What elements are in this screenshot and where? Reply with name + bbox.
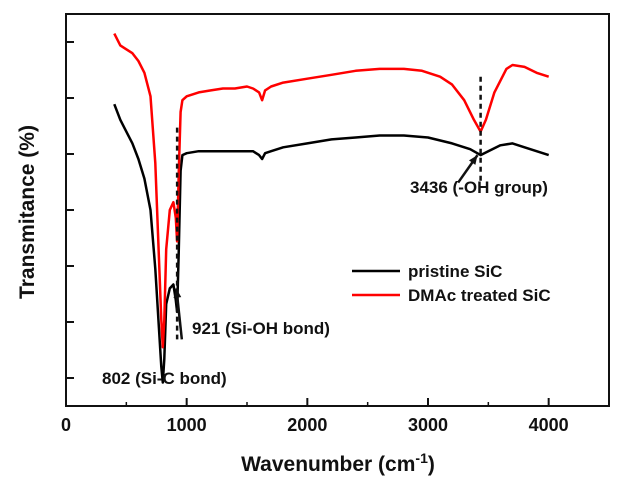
tick-layer: 0 1000 2000 3000 4000 — [61, 41, 569, 435]
marker-layer — [173, 76, 482, 340]
x-axis-label-close: ) — [428, 453, 435, 476]
x-axis-label-main: Wavenumber (cm — [241, 453, 415, 476]
y-axis-label: Transmitance (%) — [16, 125, 39, 299]
legend-label-pristine: pristine SiC — [408, 262, 502, 281]
annotation-3436: 3436 (-OH group) — [410, 178, 548, 197]
arrow-921-head — [173, 288, 182, 298]
legend-label-dmac: DMAc treated SiC — [408, 286, 551, 305]
x-axis-label-sup: -1 — [415, 450, 428, 466]
x-tick-label: 1000 — [167, 415, 207, 435]
x-tick-label: 2000 — [287, 415, 327, 435]
x-tick-label: 0 — [61, 415, 71, 435]
x-axis-label: Wavenumber (cm-1) — [241, 450, 435, 476]
series-layer — [113, 33, 550, 384]
annotation-921: 921 (Si-OH bond) — [192, 319, 330, 338]
series-line-pristine — [113, 103, 550, 384]
annotation-802: 802 (Si-C bond) — [102, 369, 227, 388]
x-tick-label: 3000 — [408, 415, 448, 435]
legend: pristine SiC DMAc treated SiC — [352, 262, 551, 305]
series-line-dmac — [113, 33, 550, 349]
x-tick-label: 4000 — [529, 415, 569, 435]
arrow-3436-head — [468, 155, 478, 165]
